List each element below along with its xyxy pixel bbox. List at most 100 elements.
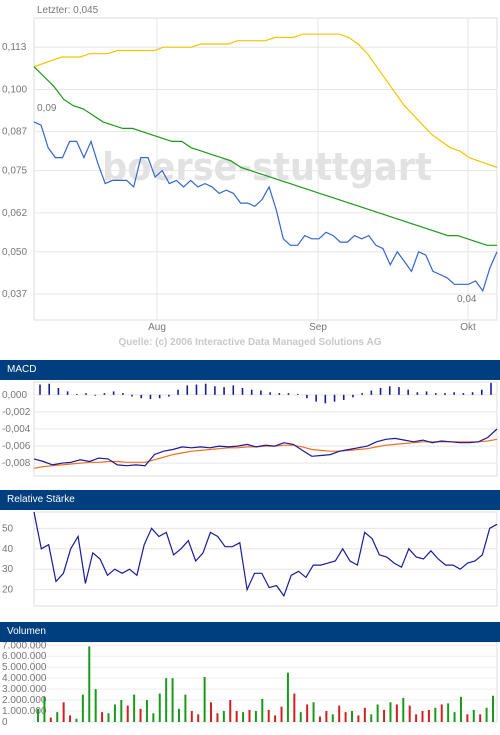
price-plot-frame [33,17,498,321]
volume-y-tick-label: 2.000.000 [2,695,47,706]
volume-bar [242,712,245,722]
volume-bar [306,704,309,722]
volume-bar [274,715,277,722]
rsi-y-tick-label: 50 [2,523,14,534]
volume-bar [94,689,97,722]
volume-bar [107,713,110,722]
volume-bar [479,714,482,722]
volume-bar [184,694,187,722]
volume-bar [363,707,366,722]
volume-bar [440,704,443,722]
volume-bar [427,709,430,722]
volume-bar [466,714,469,722]
volume-bar [261,698,264,722]
volume-bar [415,714,418,722]
price-x-tick-label: Sep [309,322,327,333]
rsi-y-tick-label: 40 [2,544,14,555]
volume-bar [152,713,155,722]
macd-y-tick-label: -0,008 [2,458,31,469]
volume-y-tick-label: 6.000.000 [2,651,47,662]
rsi-title: Relative Stärke [0,490,500,510]
volume-bar [126,705,129,722]
volume-bar [376,704,379,722]
volume-y-tick-label: 3.000.000 [2,684,47,695]
volume-y-tick-label: 1.000.000 [2,706,47,717]
watermark-logo: boerse-stuttgart [102,145,432,189]
volume-bar [120,700,123,722]
volume-bar [235,711,238,722]
volume-bar [248,709,251,722]
signal-line [33,438,498,469]
volume-bar [344,712,347,722]
rsi-y-tick-label: 30 [2,564,14,575]
price-y-tick-label: 0,037 [2,289,27,300]
start-value-label: 0,09 [37,103,57,114]
macd-y-tick-label: 0,000 [2,390,27,401]
volume-bar [395,704,398,722]
volume-bar [492,695,494,722]
volume-bar [75,718,78,722]
volume-title: Volumen [0,622,500,642]
volume-bar [56,712,59,722]
last-price-label: Letzter: 0,045 [37,5,99,16]
volume-bar [331,714,334,722]
volume-bar [299,712,302,722]
volume-bar [267,709,270,722]
price-y-tick-label: 0,050 [2,247,27,258]
rsi-line [33,511,498,598]
price-y-tick-label: 0,087 [2,127,27,138]
price-y-tick-label: 0,113 [2,42,27,53]
source-note: Quelle: (c) 2006 Interactive Data Manage… [118,337,382,348]
ma-fast-line [33,66,497,246]
volume-bar [216,713,219,722]
volume-bar [62,702,65,722]
volume-bar [158,693,161,722]
rsi-y-tick-label: 20 [2,585,14,596]
volume-bar [69,715,72,722]
volume-bar [312,702,315,722]
volume-bar [49,717,52,722]
volume-bar [165,678,168,722]
volume-bar [293,693,296,722]
volume-bar [133,694,136,722]
volume-plot-frame [33,641,498,723]
volume-y-tick-label: 7.000.000 [2,640,47,651]
ma-slow-line [33,33,498,168]
volume-bar [145,700,148,722]
macd-y-tick-label: -0,004 [2,424,31,435]
volume-bar [389,702,392,722]
price-y-tick-label: 0,100 [2,84,27,95]
price-line [33,121,498,293]
volume-bar [37,708,39,722]
volume-y-tick-label: 0 [2,717,8,728]
macd-y-tick-label: -0,006 [2,441,31,452]
volume-bar [81,694,84,722]
volume-bar [472,709,475,722]
volume-bar [190,711,193,722]
volume-bar [325,711,328,722]
volume-bar [338,705,341,722]
rsi-plot-frame [33,511,498,607]
volume-bar [171,678,174,722]
volume-bar [370,714,373,722]
macd-y-tick-label: -0,002 [2,407,31,418]
volume-bar [421,711,424,722]
volume-bar [453,712,456,722]
volume-bar [402,697,405,722]
volume-bar [229,700,232,722]
volume-bar [351,711,354,722]
volume-bar [43,696,46,722]
volume-bar [447,703,450,722]
volume-bar [203,677,206,722]
macd-title: MACD [0,360,500,380]
volume-y-tick-label: 5.000.000 [2,662,47,673]
price-y-tick-label: 0,075 [2,166,27,177]
price-x-tick-label: Okt [460,322,476,333]
volume-y-tick-label: 4.000.000 [2,673,47,684]
macd-line [33,428,498,467]
volume-bar [485,707,488,722]
volume-bar [222,711,225,722]
price-x-tick-label: Aug [148,322,166,333]
price-y-tick-label: 0,062 [2,208,27,219]
